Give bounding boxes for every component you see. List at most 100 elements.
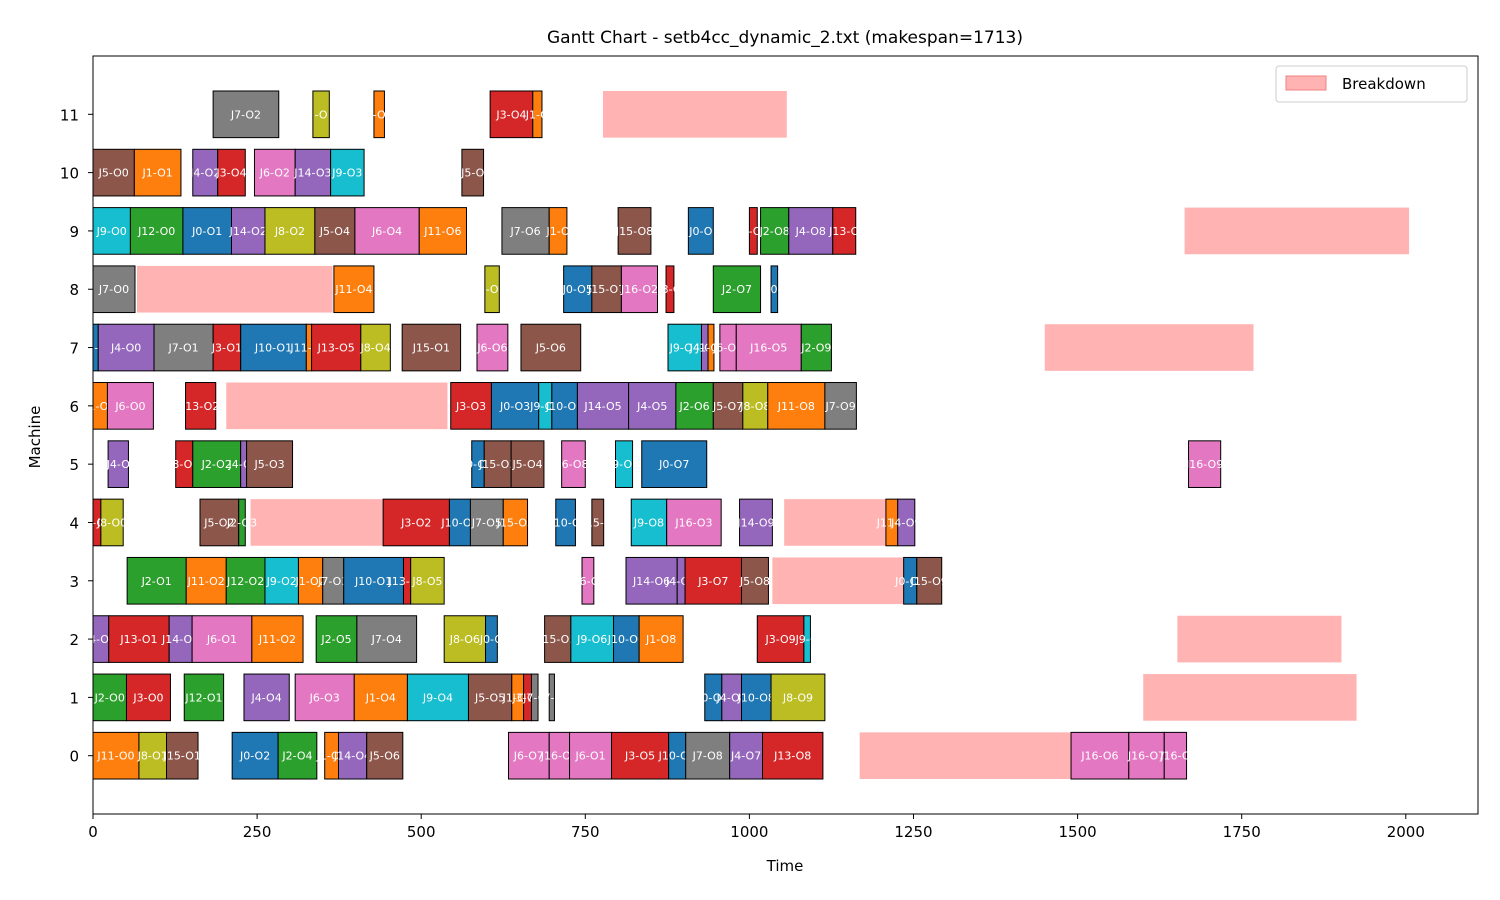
- task-label: J7-O6: [509, 225, 540, 238]
- task-bar: [485, 615, 498, 663]
- task-label: J11-O8: [777, 400, 815, 413]
- task-bar: [450, 382, 492, 430]
- task-bar: [760, 207, 790, 255]
- task-bar: [614, 440, 634, 488]
- task-bar: [93, 265, 136, 314]
- task-label: J3-O9: [764, 633, 795, 646]
- task-label: J8-O9: [782, 691, 813, 704]
- task-bar: [897, 498, 916, 547]
- task-label: J9-O3: [331, 167, 362, 180]
- task-label: J9-O7: [608, 458, 639, 471]
- task-label: J7-O8: [692, 750, 723, 763]
- y-tick-label: 0: [69, 748, 79, 766]
- task-label: J10-O1: [354, 575, 392, 588]
- task-bar: [297, 556, 324, 605]
- task-label: J2-O4: [281, 750, 312, 763]
- task-label: J0-O8: [697, 691, 728, 704]
- task-label: J9-O2: [266, 575, 297, 588]
- task-label: J13-O2: [181, 400, 219, 413]
- task-label: J8-O5: [411, 575, 442, 588]
- task-label: J3-O4: [215, 167, 246, 180]
- y-tick-label: 11: [60, 106, 79, 124]
- task-label: J13-O5: [317, 342, 355, 355]
- y-tick-label: 1: [69, 689, 79, 707]
- task-bar: [1070, 731, 1130, 780]
- legend-label-breakdown: Breakdown: [1342, 75, 1426, 93]
- task-bar: [314, 207, 356, 255]
- task-bar: [382, 498, 450, 547]
- task-label: J3-O0: [132, 691, 163, 704]
- task-bar: [166, 731, 199, 780]
- task-label: J3-O2: [400, 516, 431, 529]
- task-label: J14-O2: [229, 225, 267, 238]
- task-bar: [1128, 731, 1165, 780]
- task-bar: [800, 323, 832, 372]
- task-label: J4-O8: [716, 691, 747, 704]
- breakdown-bar: [136, 265, 333, 313]
- task-bar: [418, 207, 467, 255]
- task-bar: [97, 323, 155, 372]
- task-bar: [625, 556, 678, 605]
- task-bar: [225, 556, 266, 605]
- task-bar: [712, 265, 762, 314]
- task-bar: [641, 440, 708, 488]
- y-tick-label: 7: [69, 340, 79, 358]
- task-bar: [570, 615, 615, 663]
- task-label: J8-O4: [359, 342, 390, 355]
- task-label: J2-O7: [721, 283, 752, 296]
- task-label: J2-O3: [226, 516, 257, 529]
- task-bar: [685, 731, 731, 780]
- task-bar: [406, 673, 469, 722]
- task-label: J0-O: [688, 225, 713, 238]
- task-bar: [93, 207, 131, 255]
- task-bar: [231, 731, 279, 780]
- task-bar: [125, 673, 171, 722]
- task-bar: [502, 498, 529, 547]
- task-label: J0-O2: [239, 750, 270, 763]
- task-label: J2-O5: [320, 633, 351, 646]
- task-bar: [107, 440, 129, 488]
- x-axis-label: Time: [766, 857, 804, 875]
- task-bar: [530, 673, 539, 722]
- task-bar: [551, 382, 578, 430]
- task-bar: [788, 207, 834, 255]
- task-bar: [548, 207, 568, 255]
- task-label: J7-O5: [471, 516, 502, 529]
- y-tick-label: 10: [60, 165, 79, 183]
- task-bar: [469, 498, 504, 547]
- task-bar: [561, 440, 586, 488]
- task-label: J4-O8: [795, 225, 826, 238]
- task-label: J15-O: [582, 516, 614, 529]
- task-label: J4-O0: [110, 342, 141, 355]
- task-bar: [277, 731, 318, 780]
- task-label: J1-O8: [695, 342, 726, 355]
- task-bar: [106, 382, 154, 430]
- task-label: J15-O9: [910, 575, 948, 588]
- x-tick-label: 2000: [1387, 823, 1425, 841]
- task-bar: [684, 556, 743, 605]
- tick-layer: 0 250 500 750 1000 1250 1500 1750 2000 0 1 2 3 4 5 6 7 8 9…: [60, 106, 1425, 841]
- task-bar: [617, 207, 652, 255]
- task-label: J13-O8: [773, 750, 811, 763]
- task-label: J3-O2: [168, 458, 199, 471]
- task-bar: [315, 615, 358, 663]
- task-bar: [311, 323, 362, 372]
- task-bar: [916, 556, 943, 605]
- task-bar: [443, 615, 487, 663]
- task-bar: [231, 207, 266, 255]
- task-bar: [182, 207, 233, 255]
- task-bar: [687, 207, 714, 255]
- task-bar: [138, 731, 168, 780]
- breakdown-bar: [226, 382, 448, 430]
- task-label: J8-O0: [96, 516, 127, 529]
- task-bar: [591, 498, 605, 547]
- task-label: J7-O0: [98, 283, 129, 296]
- task-label: J6-O8: [557, 458, 588, 471]
- y-tick-label: 8: [69, 281, 79, 299]
- legend: Breakdown: [1275, 65, 1468, 103]
- task-label: J10-O: [550, 516, 582, 529]
- task-label: J4-O: [106, 458, 131, 471]
- breakdown-bar: [1177, 615, 1342, 663]
- task-label: J14-O4: [333, 750, 371, 763]
- task-bar: [191, 615, 253, 663]
